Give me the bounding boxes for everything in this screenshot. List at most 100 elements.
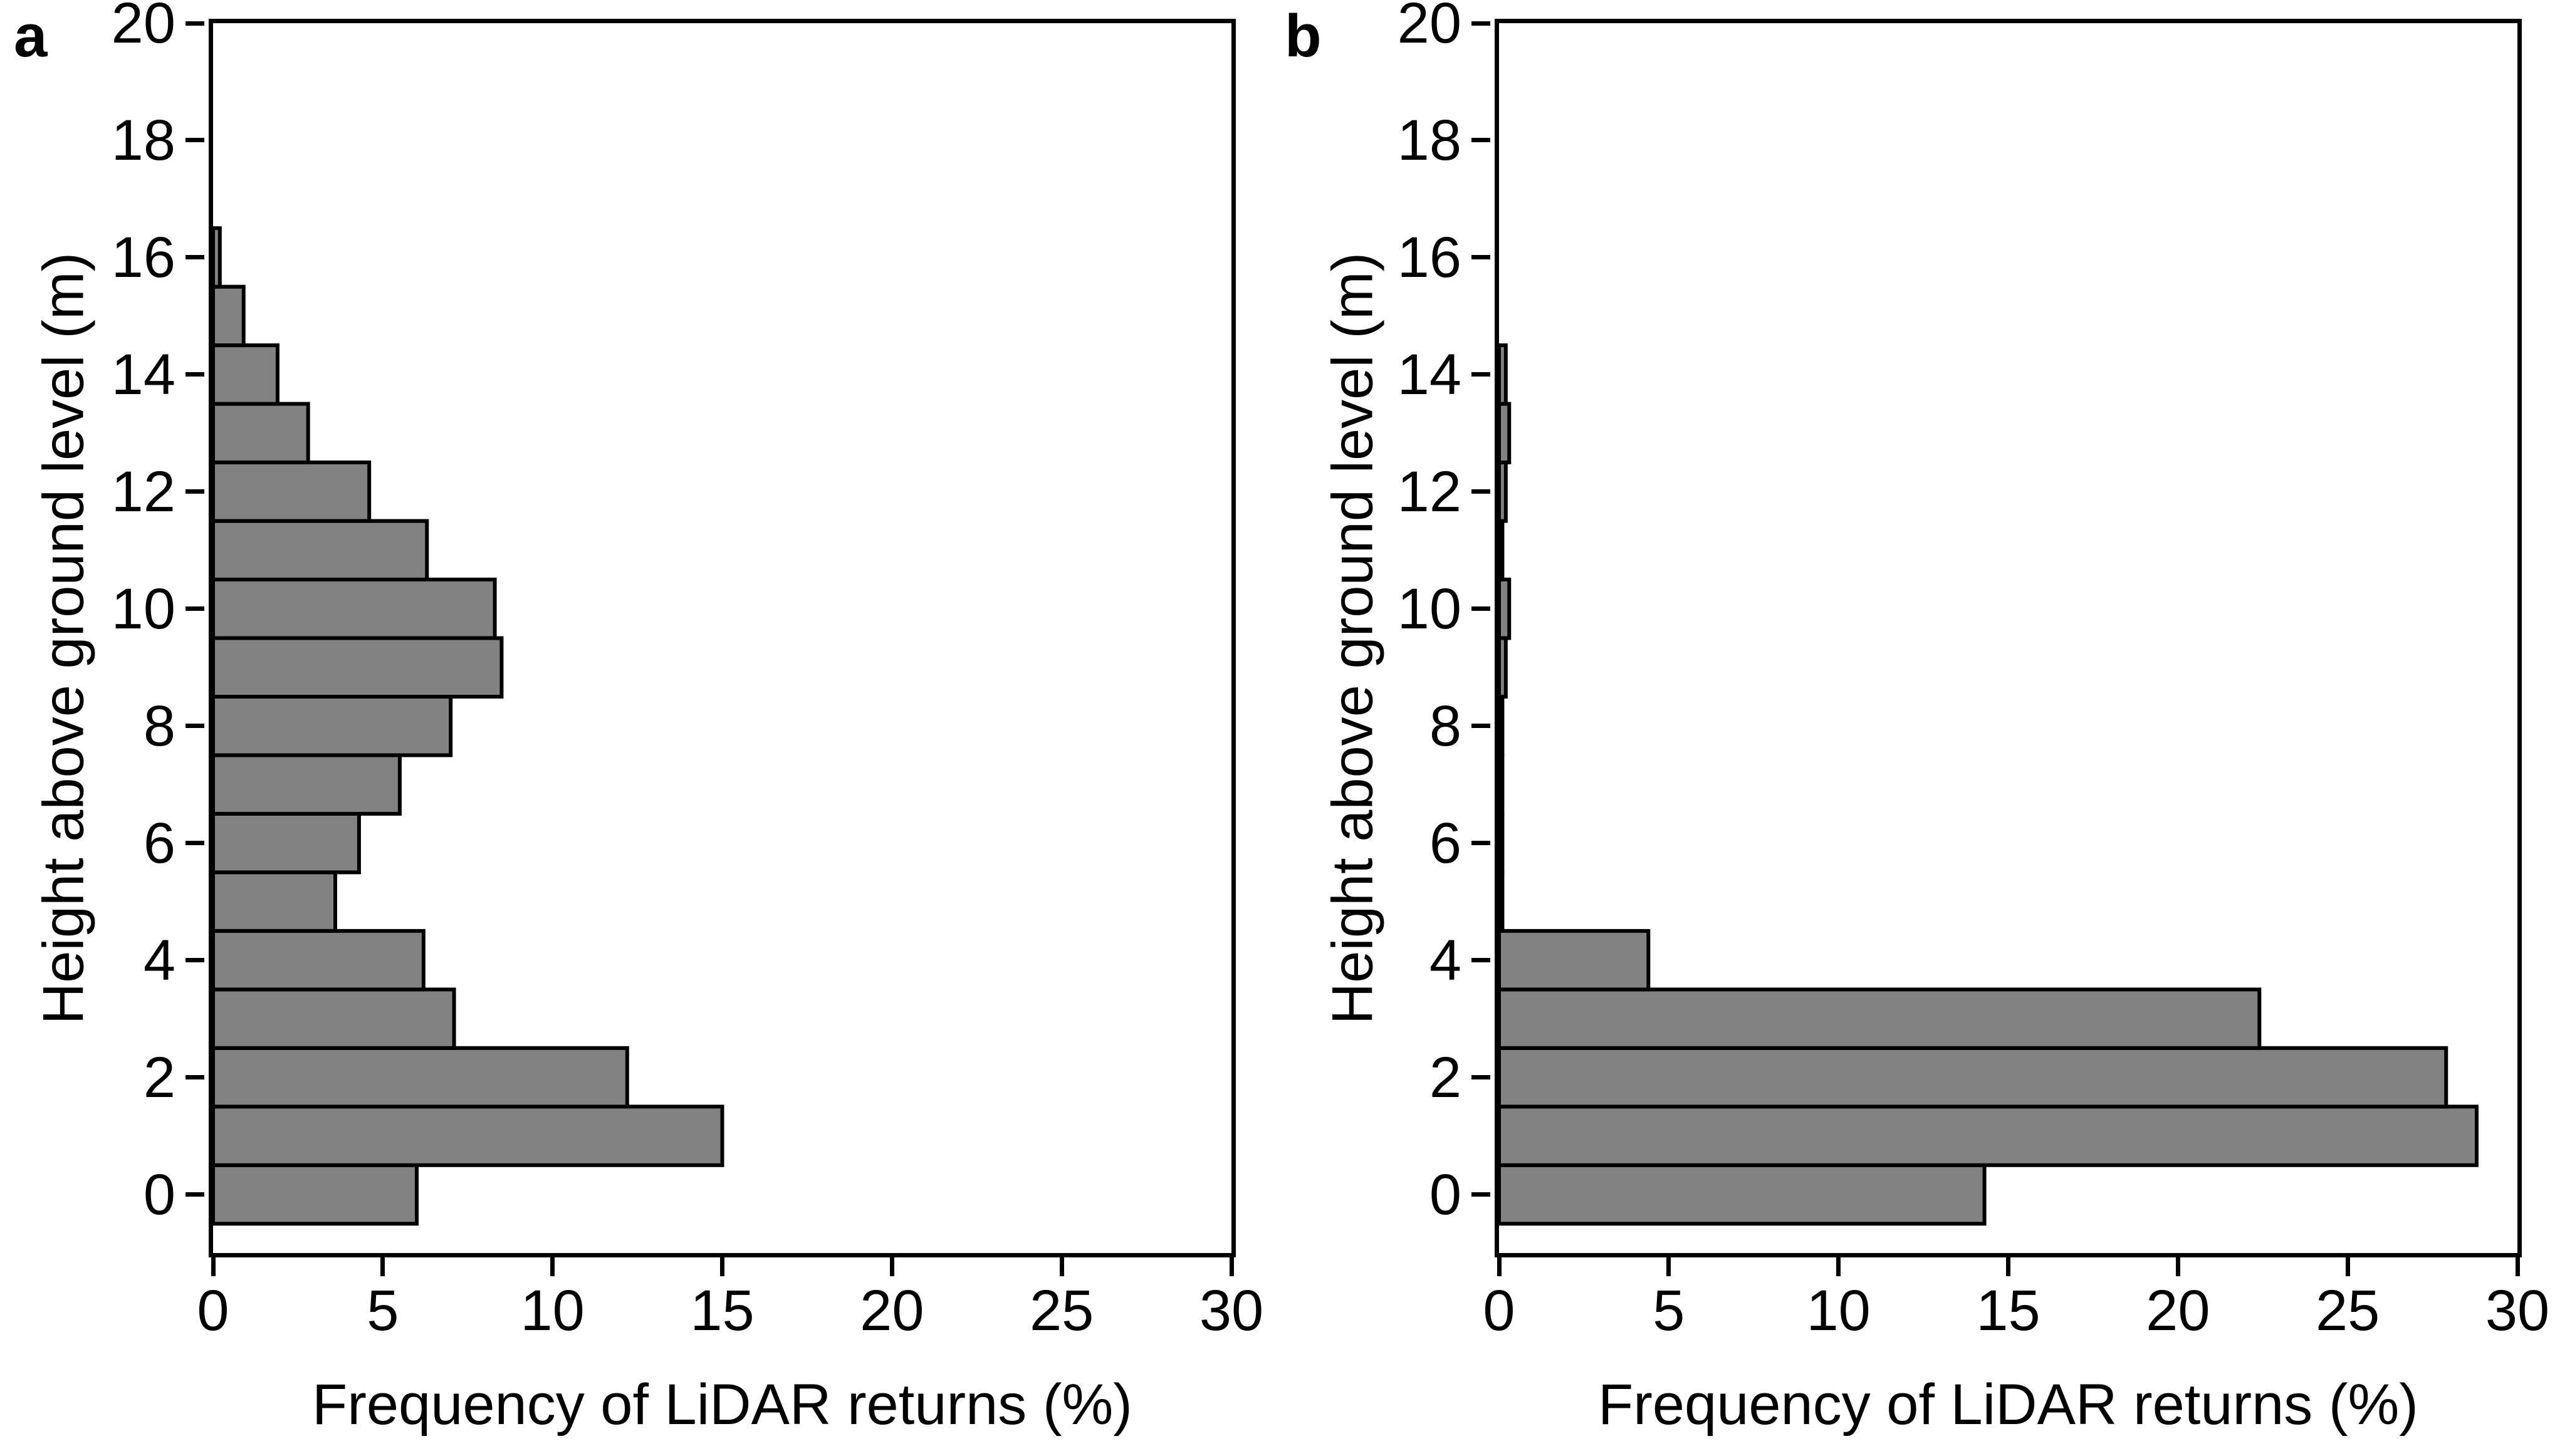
y-tick-label-16: 16: [1397, 225, 1461, 289]
y-tick-label-4: 4: [143, 928, 175, 992]
bar-height-4m: [213, 928, 426, 992]
y-tick-20: [1471, 21, 1490, 26]
bar-height-16m: [213, 226, 222, 289]
y-tick-label-8: 8: [1429, 694, 1461, 758]
y-tick-10: [185, 606, 204, 611]
y-tick-18: [1471, 138, 1490, 143]
x-tick-15: [720, 1257, 724, 1276]
y-tick-label-0: 0: [143, 1162, 175, 1227]
y-tick-label-10: 10: [111, 576, 175, 641]
bar-height-3m: [1499, 987, 2262, 1050]
bar-height-2m: [1499, 1046, 2448, 1109]
y-tick-label-20: 20: [111, 0, 175, 55]
panel-b-bars: [1499, 343, 2479, 1226]
y-tick-label-6: 6: [143, 811, 175, 875]
bar-height-8m: [1499, 694, 1505, 757]
x-tick-label-25: 25: [2315, 1279, 2380, 1343]
x-tick-25: [2345, 1257, 2350, 1276]
x-tick-label-20: 20: [860, 1279, 924, 1343]
x-tick-label-10: 10: [520, 1279, 585, 1343]
y-tick-14: [1471, 372, 1490, 377]
y-tick-18: [185, 138, 204, 143]
y-tick-2: [1471, 1075, 1490, 1080]
y-tick-label-2: 2: [143, 1045, 175, 1110]
x-tick-30: [2515, 1257, 2520, 1276]
bar-height-12m: [1499, 460, 1508, 523]
panel-a-letter: a: [14, 3, 48, 70]
y-tick-6: [185, 841, 204, 846]
y-tick-label-12: 12: [111, 459, 175, 524]
y-tick-12: [185, 489, 204, 494]
bar-height-13m: [1499, 402, 1512, 465]
bar-height-0m: [213, 1163, 419, 1226]
x-tick-0: [211, 1257, 216, 1276]
y-tick-4: [1471, 958, 1490, 963]
y-tick-label-6: 6: [1429, 811, 1461, 875]
bar-height-7m: [1499, 753, 1505, 816]
x-tick-0: [1497, 1257, 1502, 1276]
bar-height-0m: [1499, 1163, 1987, 1226]
bar-height-11m: [213, 519, 429, 582]
y-tick-8: [185, 724, 204, 729]
panel-a-bars: [213, 226, 724, 1226]
y-tick-0: [1471, 1192, 1490, 1197]
bar-height-6m: [1499, 811, 1505, 875]
bar-height-11m: [1499, 519, 1505, 582]
x-tick-30: [1229, 1257, 1234, 1276]
y-tick-label-4: 4: [1429, 928, 1461, 992]
panel-a-x-axis-label: Frequency of LiDAR returns (%): [312, 1373, 1132, 1437]
y-tick-6: [1471, 841, 1490, 846]
x-tick-label-15: 15: [690, 1279, 755, 1343]
y-tick-8: [1471, 724, 1490, 729]
bar-height-10m: [213, 578, 497, 640]
bar-height-9m: [1499, 636, 1508, 699]
y-tick-0: [185, 1192, 204, 1197]
panel-b-x-axis-label: Frequency of LiDAR returns (%): [1598, 1373, 2418, 1437]
panel-a-plot-area: [209, 19, 1236, 1257]
y-tick-20: [185, 21, 204, 26]
bar-height-12m: [213, 460, 372, 523]
y-tick-label-16: 16: [111, 225, 175, 289]
y-tick-16: [1471, 255, 1490, 260]
x-tick-label-20: 20: [2146, 1279, 2210, 1343]
y-tick-label-10: 10: [1397, 576, 1461, 641]
panel-b-plot-area: [1495, 19, 2522, 1257]
x-tick-20: [2175, 1257, 2180, 1276]
bar-height-15m: [213, 284, 246, 348]
x-tick-label-0: 0: [1483, 1279, 1515, 1343]
y-tick-label-2: 2: [1429, 1045, 1461, 1110]
bar-height-1m: [1499, 1105, 2479, 1167]
x-tick-label-25: 25: [1029, 1279, 1094, 1343]
panel-b-letter: b: [1285, 3, 1322, 70]
y-tick-4: [185, 958, 204, 963]
bar-height-14m: [1499, 343, 1508, 406]
y-tick-16: [185, 255, 204, 260]
bar-height-2m: [213, 1046, 629, 1109]
bar-height-5m: [213, 870, 337, 933]
y-tick-10: [1471, 606, 1490, 611]
x-tick-20: [889, 1257, 894, 1276]
x-tick-label-5: 5: [1653, 1279, 1685, 1343]
y-tick-14: [185, 372, 204, 377]
x-tick-5: [380, 1257, 385, 1276]
x-tick-label-30: 30: [2485, 1279, 2550, 1343]
x-tick-label-30: 30: [1199, 1279, 1264, 1343]
x-tick-10: [550, 1257, 555, 1276]
y-tick-label-18: 18: [111, 108, 175, 172]
y-tick-label-0: 0: [1429, 1162, 1461, 1227]
y-tick-label-12: 12: [1397, 459, 1461, 524]
x-tick-label-15: 15: [1976, 1279, 2040, 1343]
x-tick-label-5: 5: [367, 1279, 399, 1343]
y-tick-2: [185, 1075, 204, 1080]
x-tick-15: [2006, 1257, 2010, 1276]
x-tick-10: [1836, 1257, 1841, 1276]
bar-height-10m: [1499, 578, 1512, 640]
bar-height-4m: [1499, 928, 1651, 992]
y-tick-label-14: 14: [111, 342, 175, 407]
y-tick-label-20: 20: [1397, 0, 1461, 55]
y-tick-label-14: 14: [1397, 342, 1461, 407]
x-tick-25: [1059, 1257, 1064, 1276]
